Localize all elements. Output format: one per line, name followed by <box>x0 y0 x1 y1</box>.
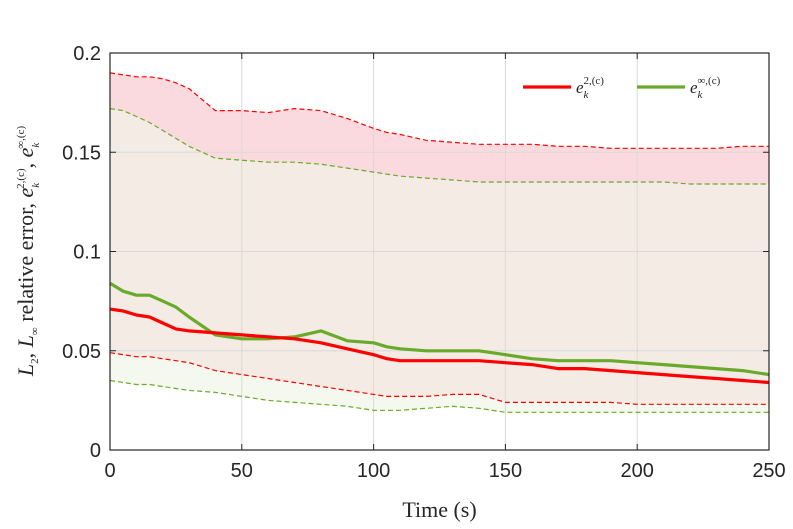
mean-line-series-2 <box>109 281 770 377</box>
x-tick-label: 150 <box>489 460 522 482</box>
upper-bound-series-2 <box>109 108 769 185</box>
confidence-bands <box>110 72 769 413</box>
x-tick-label: 100 <box>357 460 390 482</box>
series-lines <box>109 72 770 413</box>
y-axis-label: L2, L∞ relative error, ek2,(c), ek∞,(c) <box>13 126 42 378</box>
x-axis-ticks: 0 50 100 150 200 250 <box>104 53 786 482</box>
y-axis-ticks: 0 0.05 0.1 0.15 0.2 <box>62 43 769 462</box>
y-tick-label: 0 <box>90 440 101 462</box>
x-tick-label: 250 <box>752 460 785 482</box>
legend: ek2,(c) ek∞,(c) <box>523 75 721 101</box>
lower-bound-series-1 <box>109 352 769 405</box>
x-tick-label: 200 <box>621 460 654 482</box>
x-tick-label: 50 <box>231 460 253 482</box>
mean-line-series-1 <box>109 307 770 385</box>
x-tick-label: 0 <box>104 460 115 482</box>
svg-text:L2, L∞ relative error, ek2,(c): L2, L∞ relative error, ek2,(c), ek∞,(c) <box>13 126 42 378</box>
lower-bound-series-2 <box>109 379 769 413</box>
grid-lines <box>110 53 769 450</box>
upper-bound-series-1 <box>109 72 769 149</box>
x-axis-label: Time (s) <box>402 497 476 522</box>
y-tick-label: 0.05 <box>62 341 101 363</box>
y-tick-label: 0.1 <box>73 242 101 264</box>
y-tick-label: 0.15 <box>62 142 101 164</box>
y-tick-label: 0.2 <box>73 43 101 65</box>
legend-label-2: ek∞,(c) <box>690 75 721 101</box>
legend-label-1: ek2,(c) <box>576 75 604 101</box>
